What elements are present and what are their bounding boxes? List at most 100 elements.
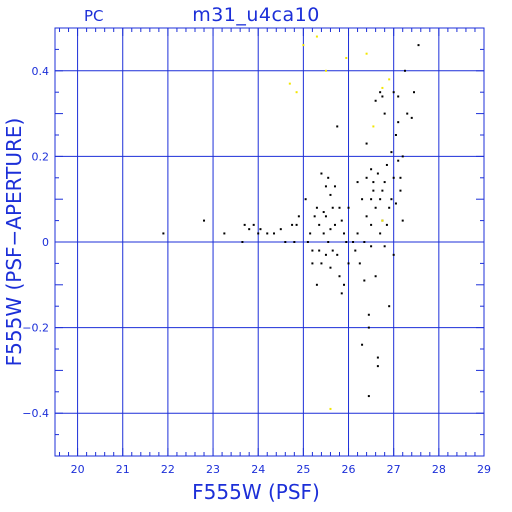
data-point [315, 35, 318, 38]
data-point [331, 206, 334, 209]
x-tick-label: 23 [206, 463, 220, 476]
data-point [306, 241, 309, 243]
data-point [336, 125, 339, 128]
data-point [324, 185, 327, 188]
data-point [331, 249, 334, 252]
data-point [320, 262, 323, 265]
data-point [338, 275, 341, 278]
plot-frame [54, 27, 485, 457]
chart-corner-label: PC [84, 7, 104, 25]
x-tick-label: 24 [251, 463, 265, 476]
tick-labels: 20 21 22 23 24 25 26 27 28 29 −0.4 −0.2 0 0.2 0.4 [22, 65, 491, 476]
y-tick-label: −0.2 [22, 322, 49, 335]
data-point [340, 219, 343, 222]
data-point [376, 356, 379, 359]
data-point [388, 305, 391, 308]
data-point [304, 198, 307, 201]
data-point [363, 241, 366, 243]
data-point [315, 283, 318, 286]
data-point [399, 176, 402, 179]
data-point [324, 69, 327, 72]
data-point [392, 253, 395, 256]
data-point [367, 313, 370, 316]
data-point [313, 215, 316, 218]
data-point [401, 219, 404, 222]
data-point [394, 134, 397, 136]
data-points [162, 35, 420, 410]
data-point [385, 223, 388, 226]
data-point [365, 52, 368, 55]
data-point [338, 206, 341, 209]
data-point [243, 223, 246, 226]
y-axis-label: F555W (PSF−APERTURE) [2, 117, 26, 367]
data-point [381, 95, 384, 98]
data-point [365, 142, 368, 145]
data-point [302, 44, 305, 47]
data-point [336, 253, 339, 256]
data-point [372, 189, 375, 192]
data-point [372, 181, 375, 184]
data-point [333, 185, 336, 188]
data-point [295, 223, 298, 226]
data-point [403, 69, 406, 72]
data-point [352, 241, 355, 243]
data-point [318, 249, 321, 252]
y-tick-label: 0.4 [32, 65, 50, 78]
y-tick-label: 0.2 [32, 150, 50, 163]
data-point [311, 249, 314, 252]
data-point [309, 232, 312, 235]
x-tick-label: 21 [116, 463, 130, 476]
data-point [293, 241, 296, 243]
data-point [322, 232, 325, 235]
data-point [345, 56, 348, 59]
data-point [361, 198, 364, 201]
data-point [381, 219, 384, 222]
data-point [354, 249, 357, 252]
data-point [374, 206, 377, 209]
data-point [363, 279, 366, 282]
data-point [394, 202, 397, 205]
data-point [367, 395, 370, 398]
data-point [370, 168, 373, 171]
data-point [397, 95, 400, 98]
data-point [288, 82, 291, 85]
data-point [356, 181, 359, 184]
axis-ticks [55, 27, 485, 457]
data-point [365, 176, 368, 179]
data-point [322, 211, 325, 214]
data-point [374, 275, 377, 278]
data-point [410, 116, 413, 119]
data-point [347, 262, 350, 265]
data-point [390, 151, 393, 154]
data-point [291, 223, 294, 226]
data-point [327, 176, 330, 179]
data-point [372, 125, 375, 128]
data-point [343, 232, 346, 235]
data-point [345, 241, 348, 243]
data-point [370, 223, 373, 226]
data-point [406, 112, 409, 115]
data-point [315, 206, 318, 209]
data-point [329, 228, 332, 231]
data-point [266, 232, 269, 235]
data-point [340, 292, 343, 295]
data-point [390, 198, 393, 201]
data-point [295, 91, 298, 94]
x-tick-label: 26 [342, 463, 356, 476]
data-point [397, 159, 400, 162]
data-point [376, 172, 379, 175]
data-point [381, 86, 384, 89]
data-point [381, 189, 384, 192]
data-point [259, 228, 262, 231]
data-point [397, 121, 400, 124]
data-point [376, 365, 379, 368]
data-point [356, 232, 359, 235]
data-point [379, 198, 382, 201]
data-point [347, 206, 350, 209]
data-point [388, 78, 391, 81]
data-point [370, 245, 373, 248]
data-point [383, 112, 386, 115]
data-point [343, 283, 346, 286]
data-point [374, 99, 377, 102]
